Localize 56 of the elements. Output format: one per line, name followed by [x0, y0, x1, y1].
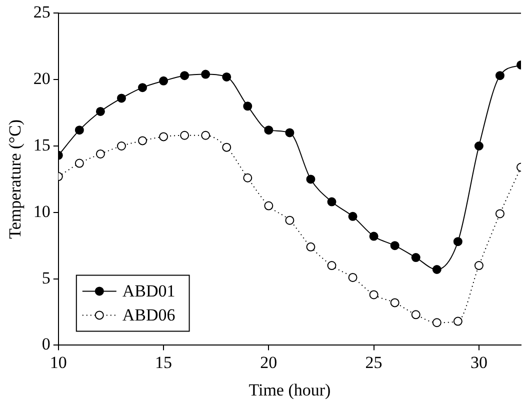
point	[159, 76, 168, 86]
point	[180, 130, 190, 140]
point	[222, 72, 232, 82]
x-tick-label: 20	[260, 352, 278, 372]
point	[74, 158, 84, 168]
point	[264, 201, 274, 210]
legend-label: ABD06	[122, 306, 176, 325]
point	[495, 209, 504, 218]
point	[432, 318, 442, 328]
point	[159, 132, 168, 142]
point	[116, 142, 126, 150]
y-tick-label: 10	[33, 202, 50, 221]
point	[348, 272, 358, 282]
x-tick-label: 25	[365, 352, 382, 372]
point	[285, 216, 294, 225]
point	[285, 128, 294, 138]
point	[369, 290, 378, 300]
point	[96, 106, 105, 116]
point	[116, 94, 126, 103]
point	[138, 83, 148, 92]
point	[306, 174, 316, 184]
x-tick-label: 30	[470, 352, 488, 372]
point	[411, 310, 420, 320]
y-tick-label: 15	[33, 135, 50, 154]
point	[369, 232, 378, 241]
point	[243, 173, 252, 182]
point	[411, 253, 420, 262]
point	[180, 71, 190, 80]
point	[138, 136, 148, 146]
point	[474, 142, 484, 150]
point	[453, 237, 462, 246]
point	[243, 102, 252, 111]
point	[453, 316, 462, 326]
y-tick-label: 5	[42, 268, 50, 288]
point	[432, 265, 442, 274]
y-tick-label: 20	[33, 69, 50, 88]
point	[348, 212, 358, 221]
point	[201, 70, 210, 79]
point	[327, 261, 336, 270]
point	[264, 126, 274, 135]
y-axis-title: Temperature (°C)	[6, 120, 25, 239]
x-tick-label: 15	[155, 352, 172, 372]
point	[306, 242, 316, 252]
point	[327, 197, 336, 206]
point	[390, 298, 400, 308]
y-tick-label: 25	[33, 2, 50, 22]
legend-label: ABD01	[122, 282, 176, 301]
point	[74, 126, 84, 135]
x-axis-title: Time (hour)	[248, 380, 331, 400]
point	[390, 241, 400, 250]
point	[495, 71, 504, 80]
y-tick-label: 0	[42, 334, 50, 354]
point	[474, 261, 484, 270]
point	[222, 142, 232, 152]
point	[96, 149, 105, 158]
point	[201, 130, 210, 140]
